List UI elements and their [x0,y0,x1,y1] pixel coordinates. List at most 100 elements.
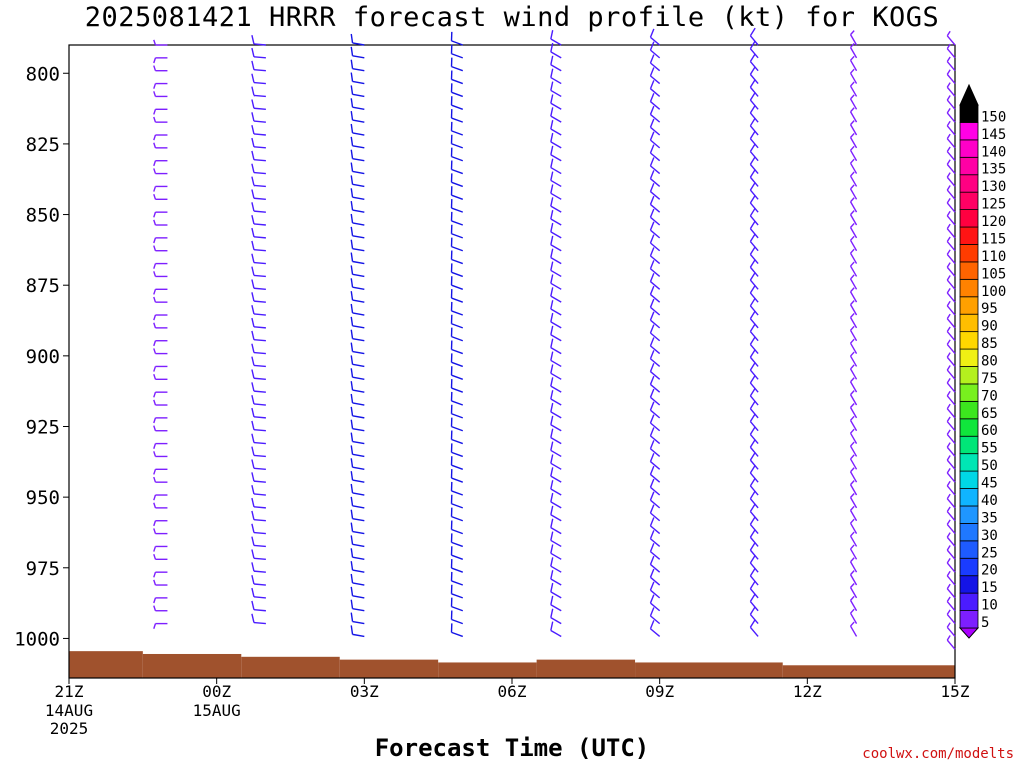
barb-shaft [946,163,956,175]
barb-shaft [749,485,759,496]
barb-flag [946,249,951,255]
credit-link[interactable]: coolwx.com/modelts [862,746,1014,762]
wind-barb [550,338,562,355]
barb-flag [350,586,354,596]
barb-flag [550,454,554,464]
wind-barb [649,388,661,406]
barb-shaft [650,628,661,637]
barb-flag [550,338,554,348]
barb-flag [749,400,756,410]
barb-flag [749,310,756,320]
barb-flag [749,554,756,564]
barb-shaft [849,612,858,624]
wind-barb [946,210,956,226]
barb-flag [350,46,354,56]
barb-shaft [253,351,266,355]
wind-barb [153,142,168,149]
barb-flag [946,635,951,641]
wind-barb [849,222,858,239]
colorbar-cell [959,383,979,402]
wind-barb [450,70,464,85]
barb-flag [649,182,655,192]
wind-barb [550,467,562,483]
wind-barb [550,30,562,46]
barb-shaft [352,119,365,123]
terrain-layer [69,651,955,678]
barb-shaft [253,493,266,496]
barb-flag [251,356,255,366]
wind-barb [946,30,956,46]
wind-barb [350,136,365,149]
wind-barb [350,33,365,46]
wind-barb [350,329,365,342]
barb-flag [153,65,157,71]
wind-barb [550,248,562,265]
barb-shaft [849,149,858,162]
wind-barb [550,582,562,599]
barb-shaft [749,356,759,367]
barb-shaft [849,355,858,367]
barb-flag [649,92,655,102]
barb-shaft [352,569,365,573]
barb-flag [153,366,157,372]
barb-flag [946,108,951,114]
barb-shaft [550,295,562,303]
barb-shaft [749,266,759,277]
wind-barb [450,211,464,226]
wind-barb [251,202,266,213]
barb-flag [550,132,554,143]
barb-flag [251,382,255,392]
barb-flag [649,517,655,527]
barb-shaft [451,91,464,98]
wind-barb [450,404,464,419]
wind-barb [649,337,661,355]
barb-flag [649,465,655,475]
colorbar-label: 70 [981,388,998,404]
barb-shaft [451,438,464,445]
wind-barb [550,235,562,252]
wind-barb [450,623,464,638]
barb-flag [550,287,554,297]
wind-barb [749,92,759,110]
wind-barb [649,182,661,200]
barb-flag [749,233,756,242]
wind-barb [450,597,464,612]
barb-shaft [550,616,562,625]
barb-shaft [946,446,956,457]
wind-barb [946,288,956,303]
barb-flag [749,336,756,345]
barb-flag [850,505,855,511]
wind-barb [350,381,365,393]
wind-barb [749,349,759,367]
barb-shaft [650,525,661,535]
barb-flag [550,197,554,207]
wind-barb [450,301,464,316]
barb-flag [550,621,554,631]
barb-shaft [650,461,661,470]
barb-flag [350,625,354,635]
barb-flag [251,433,255,443]
barb-flag [850,467,855,473]
barb-flag [946,159,951,165]
wind-barb [251,215,266,226]
barb-shaft [352,492,365,496]
barb-shaft [849,227,858,239]
barb-flag [946,56,951,62]
barb-shaft [550,372,562,380]
barb-flag [550,480,554,490]
wind-barb [849,364,858,380]
barb-flag [649,105,655,115]
wind-barb [251,86,266,98]
wind-barb [946,120,956,136]
barb-shaft [749,305,759,316]
colorbar-cell [959,592,979,611]
barb-shaft [352,607,365,612]
barb-flag [550,557,554,567]
barb-flag [550,81,554,91]
barb-shaft [352,157,365,162]
barb-shaft [650,576,661,586]
wind-barb [849,120,858,136]
barb-shaft [253,326,266,329]
wind-barb [749,27,759,46]
wind-barb [450,96,464,110]
